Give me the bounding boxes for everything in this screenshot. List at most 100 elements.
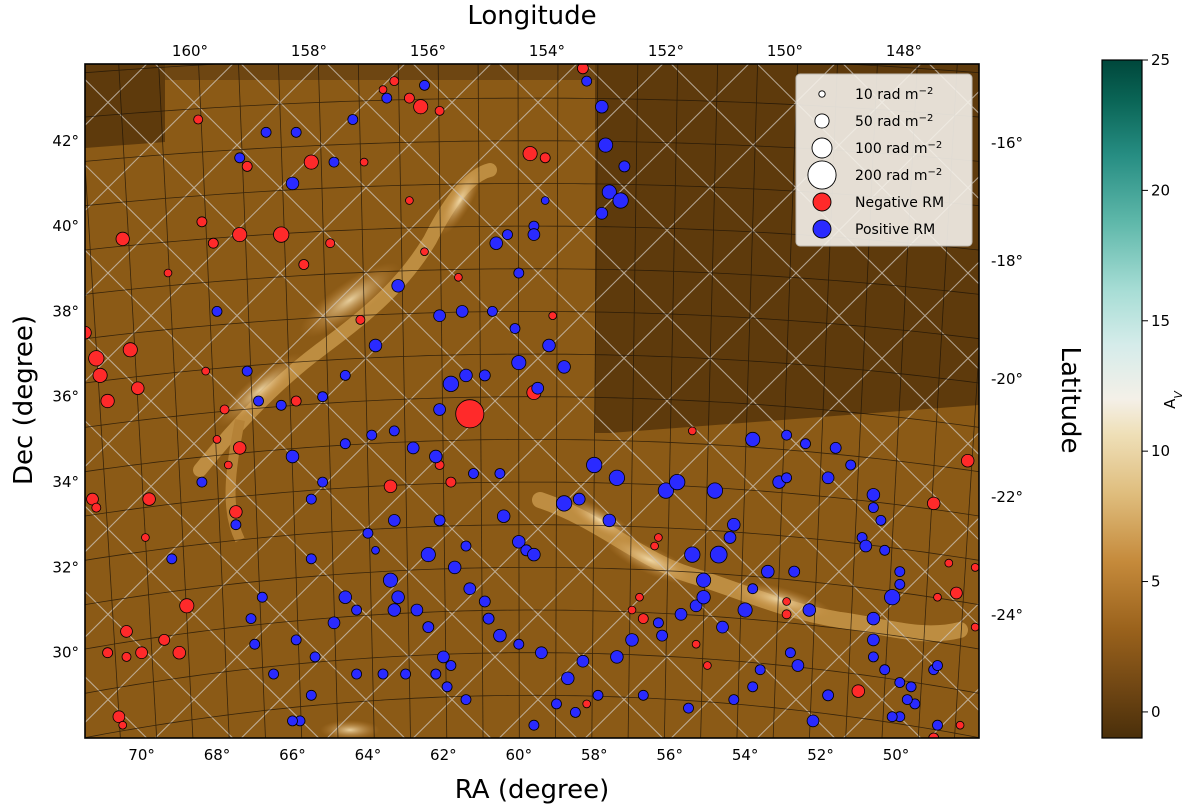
ra-tick-label: 60° <box>506 746 533 764</box>
dec-tick-label: 34° <box>52 473 79 491</box>
rm-point <box>650 541 659 551</box>
rm-point <box>305 493 317 505</box>
rm-point <box>785 647 796 659</box>
rm-point <box>581 75 593 87</box>
rm-point <box>241 160 253 172</box>
rm-point <box>327 616 341 630</box>
ra-gridline <box>158 64 194 738</box>
ra-gridline <box>198 64 230 738</box>
rm-point <box>309 651 321 663</box>
rm-point <box>459 368 473 383</box>
rm-point <box>875 515 887 526</box>
rm-point <box>391 279 405 293</box>
rm-point <box>788 565 801 578</box>
ra-gridline <box>700 64 719 738</box>
colorbar-tick-label: 10 <box>1151 442 1170 460</box>
rm-point <box>511 355 527 371</box>
plot-frame <box>84 63 980 739</box>
ra-gridline <box>477 64 484 738</box>
latitude-gridline <box>412 64 979 626</box>
rm-point <box>429 449 443 464</box>
rm-point <box>362 527 374 539</box>
rm-point <box>260 126 272 138</box>
rm-point <box>653 617 664 629</box>
rm-point <box>359 157 369 167</box>
rm-point <box>551 698 562 710</box>
legend-size-marker <box>807 160 837 190</box>
rm-point <box>91 502 102 513</box>
rm-point <box>703 661 712 670</box>
rm-point <box>112 710 126 723</box>
rm-point <box>142 492 156 506</box>
rm-point <box>535 646 548 659</box>
rm-point <box>445 476 457 488</box>
colorbar-tick-label: 5 <box>1151 573 1161 591</box>
latitude-gridline <box>85 505 320 738</box>
rm-point <box>781 429 792 441</box>
rm-point <box>572 492 586 506</box>
ra-gridline <box>278 64 303 738</box>
rm-point <box>100 393 115 409</box>
dec-gridline <box>85 694 979 738</box>
rm-point <box>955 720 965 730</box>
positive-rm-series <box>166 75 943 731</box>
rm-point <box>317 476 329 488</box>
ra-tick-label: 66° <box>279 746 306 764</box>
longitude-tick-label: 158° <box>291 42 327 60</box>
ra-tick-labels: 70° 68° 66° 64° 62° 60° 58° 56° 54° 52° 50° <box>128 746 909 764</box>
rm-point <box>894 677 906 688</box>
latitude-gridline <box>85 420 406 738</box>
rm-point <box>637 689 649 701</box>
ra-gridline <box>954 344 979 738</box>
ra-tick-label: 52° <box>807 746 834 764</box>
rm-point <box>305 689 317 701</box>
latitude-gridline <box>670 64 979 371</box>
longitude-tick-labels: 160° 158° 156° 154° 152° 150° 148° <box>172 42 922 60</box>
rm-point <box>542 338 556 353</box>
rm-point <box>219 404 230 415</box>
legend-color-marker <box>812 219 832 239</box>
colorbar-tick-label: 0 <box>1151 703 1161 721</box>
rm-point <box>303 154 319 170</box>
rm-point <box>482 612 495 625</box>
rm-point <box>433 309 446 323</box>
rm-point <box>502 229 513 241</box>
rm-point <box>894 566 906 577</box>
rm-point <box>355 314 366 325</box>
rm-point <box>570 707 581 718</box>
rm-point <box>727 518 741 532</box>
rm-point <box>445 660 457 671</box>
rm-point <box>602 513 617 528</box>
rm-point <box>285 449 300 464</box>
dec-gridline <box>85 268 979 295</box>
rm-point <box>884 589 901 606</box>
rm-point <box>608 469 626 486</box>
legend-size-label: 50 rad m−2 <box>855 113 933 131</box>
rm-point <box>351 668 363 680</box>
rm-point <box>413 99 429 115</box>
rm-point <box>387 603 402 617</box>
rm-point <box>305 553 317 565</box>
dec-gridline <box>85 524 979 561</box>
rm-point <box>601 184 617 200</box>
rm-point <box>527 547 541 562</box>
rm-point <box>905 681 917 693</box>
rm-points <box>85 64 979 738</box>
rm-point <box>696 572 712 588</box>
rm-point <box>868 651 879 663</box>
legend-size-label: 10 rad m−2 <box>855 86 933 104</box>
rm-point <box>806 714 820 728</box>
rm-point <box>419 79 430 91</box>
rm-point <box>368 338 383 353</box>
rm-point <box>627 605 637 615</box>
rm-point <box>513 267 525 279</box>
legend-color-marker <box>812 192 832 212</box>
rm-point <box>845 459 857 471</box>
rm-point <box>211 305 223 317</box>
legend-size-marker <box>811 137 833 159</box>
rm-point <box>403 92 415 104</box>
rm-point <box>442 375 459 392</box>
rm-point <box>927 496 941 511</box>
rm-point <box>454 272 463 282</box>
rm-point <box>406 441 420 455</box>
